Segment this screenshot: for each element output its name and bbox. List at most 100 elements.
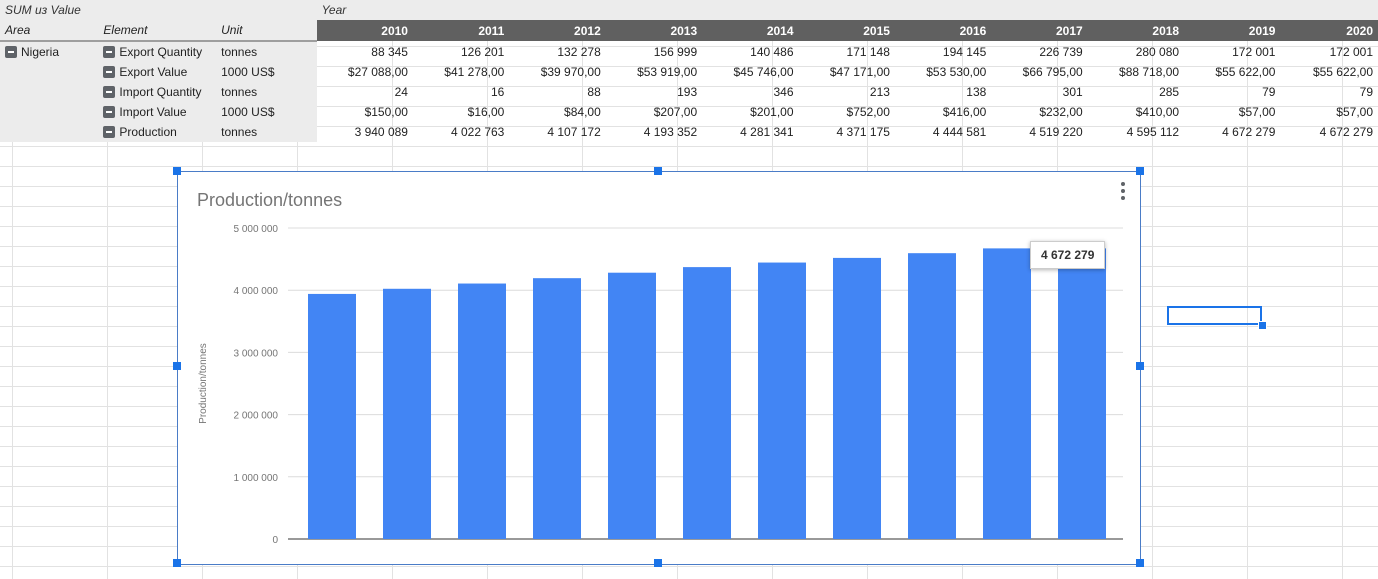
year-header[interactable]: 2010: [316, 20, 413, 41]
pivot-element-cell[interactable]: Import Value: [98, 102, 217, 122]
pivot-unit-cell[interactable]: tonnes: [216, 82, 317, 102]
pivot-area-cell[interactable]: [0, 122, 99, 142]
value-cell[interactable]: 4 672 279: [1222, 125, 1276, 139]
value-cell[interactable]: $53 530,00: [926, 65, 987, 79]
pivot-header-fill[interactable]: [412, 0, 1378, 20]
value-cell[interactable]: 156 999: [653, 44, 698, 59]
chart-bar[interactable]: [683, 267, 731, 539]
value-cell[interactable]: 4 281 341: [740, 125, 794, 139]
value-cell[interactable]: 194 145: [942, 44, 987, 59]
pivot-unit-cell[interactable]: tonnes: [216, 122, 317, 142]
pivot-col-unit[interactable]: Unit: [216, 20, 317, 42]
value-cell[interactable]: $55 622,00: [1312, 65, 1373, 79]
pivot-area-cell[interactable]: [0, 102, 99, 122]
value-cell[interactable]: 140 486: [750, 44, 794, 59]
chart-container[interactable]: Production/tonnes 0 1 000 000 2 000 000 3 0…: [177, 171, 1141, 565]
value-cell[interactable]: $47 171,00: [829, 65, 890, 79]
year-header[interactable]: 2017: [991, 20, 1088, 41]
chart-resize-handle[interactable]: [173, 362, 181, 370]
collapse-icon[interactable]: [5, 46, 17, 58]
value-cell[interactable]: 138: [966, 85, 987, 99]
pivot-unit-cell[interactable]: 1000 US$: [216, 102, 317, 122]
collapse-icon[interactable]: [103, 106, 116, 118]
year-header[interactable]: 2019: [1184, 20, 1281, 41]
value-cell[interactable]: $45 746,00: [733, 65, 794, 79]
value-cell[interactable]: 3 940 089: [354, 125, 408, 139]
chart-bar[interactable]: [1058, 248, 1106, 539]
year-header[interactable]: 2014: [702, 20, 799, 41]
selected-cell[interactable]: [1167, 306, 1262, 325]
value-cell[interactable]: $410,00: [1135, 105, 1180, 119]
chart-resize-handle[interactable]: [173, 167, 181, 175]
value-cell[interactable]: 172 001: [1232, 44, 1276, 59]
value-cell[interactable]: 4 672 279: [1319, 125, 1373, 139]
pivot-unit-cell[interactable]: tonnes: [216, 41, 317, 62]
fill-handle[interactable]: [1258, 321, 1267, 330]
pivot-year-label[interactable]: Year: [316, 0, 413, 20]
pivot-col-area[interactable]: Area: [0, 20, 99, 42]
pivot-area-cell[interactable]: Nigeria: [0, 41, 99, 62]
value-cell[interactable]: 4 193 352: [643, 125, 698, 139]
chart-bar[interactable]: [833, 257, 881, 539]
value-cell[interactable]: 4 022 763: [450, 125, 505, 139]
year-header[interactable]: 2015: [798, 20, 895, 41]
chart-resize-handle[interactable]: [654, 559, 662, 567]
value-cell[interactable]: 171 148: [846, 44, 890, 59]
pivot-area-cell[interactable]: [0, 62, 99, 82]
value-cell[interactable]: $66 795,00: [1022, 65, 1083, 79]
value-cell[interactable]: $88 718,00: [1119, 65, 1180, 79]
chart-resize-handle[interactable]: [1136, 559, 1144, 567]
value-cell[interactable]: 226 739: [1039, 44, 1083, 59]
chart-menu-icon[interactable]: [1120, 182, 1126, 202]
value-cell[interactable]: $16,00: [467, 105, 505, 119]
value-cell[interactable]: $27 088,00: [347, 65, 408, 79]
value-cell[interactable]: 79: [1262, 85, 1276, 99]
value-cell[interactable]: 280 080: [1135, 44, 1180, 59]
chart-bar[interactable]: [758, 262, 806, 539]
value-cell[interactable]: 172 001: [1329, 44, 1373, 59]
year-header[interactable]: 2011: [412, 20, 510, 41]
value-cell[interactable]: $39 970,00: [540, 65, 601, 79]
collapse-icon[interactable]: [103, 126, 116, 138]
value-cell[interactable]: 301: [1062, 85, 1083, 99]
value-cell[interactable]: $752,00: [846, 105, 890, 119]
pivot-area-cell[interactable]: [0, 82, 99, 102]
chart-bar[interactable]: [458, 283, 506, 539]
chart-resize-handle[interactable]: [173, 559, 181, 567]
value-cell[interactable]: 132 278: [557, 44, 601, 59]
collapse-icon[interactable]: [103, 66, 116, 78]
value-cell[interactable]: 79: [1359, 85, 1373, 99]
pivot-element-cell[interactable]: Import Quantity: [98, 82, 217, 102]
value-cell[interactable]: 213: [869, 85, 890, 99]
year-header[interactable]: 2012: [509, 20, 606, 41]
chart-bar[interactable]: [983, 248, 1031, 539]
collapse-icon[interactable]: [103, 46, 116, 58]
pivot-unit-cell[interactable]: 1000 US$: [216, 62, 317, 82]
value-cell[interactable]: 4 444 581: [932, 125, 987, 139]
value-cell[interactable]: 88 345: [371, 44, 408, 59]
pivot-empty[interactable]: [216, 0, 317, 20]
value-cell[interactable]: 4 519 220: [1029, 125, 1083, 139]
value-cell[interactable]: $53 919,00: [637, 65, 698, 79]
year-header[interactable]: 2020: [1280, 20, 1378, 41]
pivot-col-element[interactable]: Element: [98, 20, 217, 42]
value-cell[interactable]: $201,00: [750, 105, 794, 119]
chart-resize-handle[interactable]: [1136, 167, 1144, 175]
pivot-element-cell[interactable]: Export Quantity: [98, 41, 217, 62]
year-header[interactable]: 2018: [1087, 20, 1185, 41]
chart-bar[interactable]: [908, 253, 956, 540]
value-cell[interactable]: 24: [394, 85, 408, 99]
value-cell[interactable]: $55 622,00: [1215, 65, 1276, 79]
value-cell[interactable]: 4 371 175: [836, 125, 890, 139]
chart-bar[interactable]: [383, 288, 431, 539]
year-header[interactable]: 2013: [605, 20, 703, 41]
pivot-sum-label[interactable]: SUM из Value: [0, 0, 99, 20]
value-cell[interactable]: $150,00: [364, 105, 408, 119]
value-cell[interactable]: 88: [587, 85, 601, 99]
value-cell[interactable]: $41 278,00: [444, 65, 505, 79]
value-cell[interactable]: $416,00: [942, 105, 987, 119]
value-cell[interactable]: 4 595 112: [1126, 125, 1180, 139]
value-cell[interactable]: $84,00: [564, 105, 601, 119]
value-cell[interactable]: 126 201: [460, 44, 505, 59]
chart-resize-handle[interactable]: [1136, 362, 1144, 370]
